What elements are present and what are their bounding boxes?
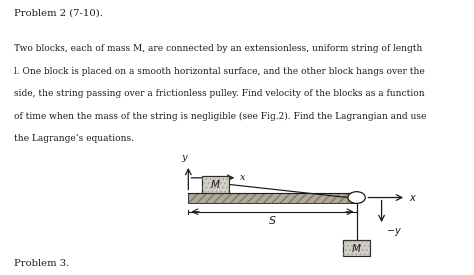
Text: $M$: $M$: [351, 242, 362, 254]
Text: y: y: [182, 153, 187, 162]
Text: the Lagrange’s equations.: the Lagrange’s equations.: [14, 134, 134, 143]
Text: of time when the mass of the string is negligible (see Fig.2). Find the Lagrangi: of time when the mass of the string is n…: [14, 112, 427, 121]
Text: Problem 3.: Problem 3.: [14, 258, 70, 268]
Text: side, the string passing over a frictionless pulley. Find velocity of the blocks: side, the string passing over a friction…: [14, 89, 425, 98]
Bar: [188, 192, 356, 203]
Text: $S$: $S$: [268, 214, 277, 227]
Text: $M$: $M$: [210, 178, 221, 190]
Text: Two blocks, each of mass M, are connected by an extensionless, uniform string of: Two blocks, each of mass M, are connecte…: [14, 44, 423, 53]
Text: Problem 2 (7-10).: Problem 2 (7-10).: [14, 8, 103, 17]
Bar: [188, 192, 356, 203]
Bar: [202, 176, 229, 192]
Text: $-y$: $-y$: [386, 226, 401, 238]
Bar: [343, 240, 370, 256]
Text: $x$: $x$: [409, 192, 417, 203]
Circle shape: [348, 192, 365, 204]
Text: x: x: [240, 173, 246, 182]
Bar: [202, 176, 229, 192]
Text: l. One block is placed on a smooth horizontal surface, and the other block hangs: l. One block is placed on a smooth horiz…: [14, 67, 425, 76]
Bar: [343, 240, 370, 256]
